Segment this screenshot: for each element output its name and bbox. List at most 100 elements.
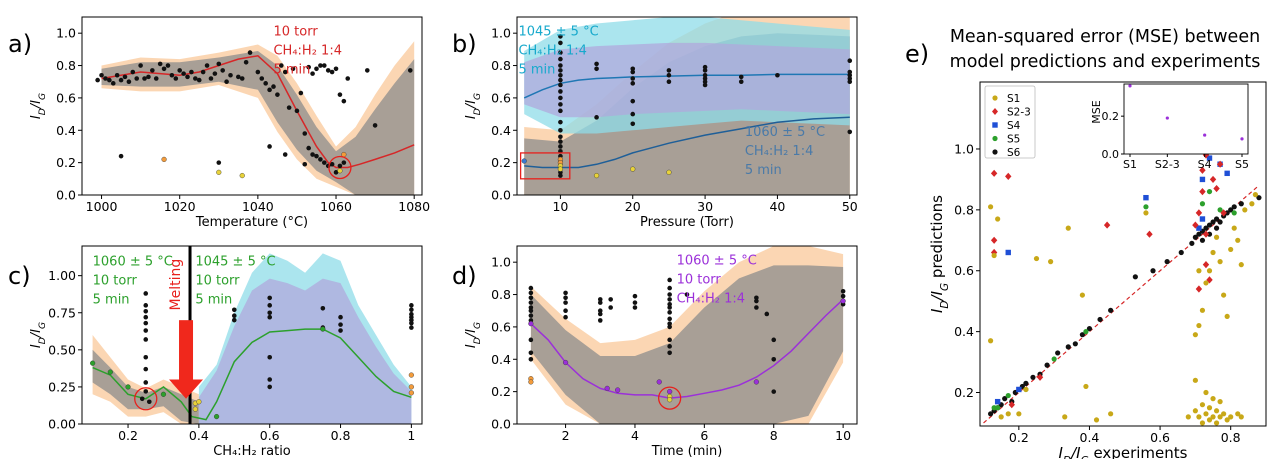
- data-point: [558, 127, 563, 133]
- data-point-S6: [1030, 374, 1036, 380]
- data-point-S4: [994, 398, 1001, 405]
- x-axis-label: Temperature (°C): [195, 215, 308, 230]
- data-point-S1: [1199, 402, 1206, 408]
- data-point: [630, 66, 636, 72]
- data-point: [267, 354, 273, 360]
- data-point-S6: [1213, 225, 1220, 231]
- data-point: [143, 314, 149, 320]
- panel-label: b): [452, 30, 477, 58]
- y-tick-label: 1.0: [56, 26, 76, 41]
- data-point: [228, 72, 233, 78]
- annotation-text: 5 min: [195, 292, 232, 307]
- data-point-S6: [1238, 201, 1244, 207]
- y-tick-label: 0.2: [954, 385, 974, 400]
- data-point: [528, 350, 534, 356]
- panel-b: 10 20 30 40 50 0.0 0.2 0.4 0.6 0.8 1.0 Pressure (To…: [452, 16, 858, 230]
- x-tick-label: 1: [407, 428, 415, 443]
- data-point: [409, 303, 414, 308]
- data-point: [558, 72, 563, 78]
- data-point-colored: [213, 413, 220, 420]
- data-point-S6: [1203, 225, 1209, 231]
- data-point-S2-3: [1103, 221, 1111, 229]
- x-tick-label: 6: [700, 428, 708, 443]
- data-point: [558, 134, 563, 140]
- data-point-S6: [1086, 325, 1093, 332]
- annotation-text: 10 torr: [677, 272, 722, 287]
- legend-marker: [992, 108, 998, 115]
- data-point-S2-3: [1195, 285, 1203, 293]
- data-point: [597, 300, 603, 305]
- data-point-S2-3: [990, 169, 998, 177]
- data-point-S1: [1048, 259, 1054, 265]
- data-point-S2-3: [1005, 172, 1012, 180]
- data-point: [143, 308, 149, 314]
- data-point: [110, 81, 116, 86]
- data-point: [558, 139, 563, 144]
- chart-title: Mean-squared error (MSE) between: [950, 27, 1260, 47]
- annotation-text: 5 min: [518, 62, 555, 77]
- data-point: [216, 61, 222, 67]
- x-tick-label: 0.4: [189, 428, 209, 443]
- data-point-colored: [320, 326, 326, 332]
- data-point: [597, 311, 603, 317]
- data-point-colored: [666, 169, 672, 175]
- data-point-colored: [408, 372, 414, 378]
- data-point-S5: [995, 405, 1001, 411]
- data-point-S5: [1199, 201, 1206, 207]
- data-point: [771, 337, 777, 343]
- legend-marker: [992, 95, 998, 101]
- data-point: [563, 295, 568, 301]
- data-point-S1: [1203, 280, 1209, 286]
- data-point: [702, 68, 708, 73]
- data-point: [286, 105, 292, 110]
- annotation-text: 1060 ± 5 °C: [677, 253, 757, 268]
- data-point-S1: [1238, 414, 1244, 420]
- data-point: [764, 311, 770, 317]
- data-point: [684, 292, 690, 297]
- data-point: [630, 81, 636, 86]
- x-tick-label: 0.2: [118, 428, 138, 443]
- data-point-S1: [1033, 255, 1040, 262]
- data-point-colored: [239, 172, 245, 179]
- data-point-colored: [107, 369, 113, 375]
- data-point-S5: [1005, 392, 1011, 399]
- data-point: [847, 72, 853, 78]
- y-tick-label: 0.2: [56, 155, 76, 170]
- data-point: [282, 152, 288, 157]
- data-point-colored: [667, 397, 673, 403]
- data-point-S2-3: [1146, 230, 1153, 238]
- axes-frame: [516, 16, 858, 196]
- data-point: [231, 317, 237, 323]
- data-point: [563, 300, 568, 305]
- data-point-S1: [1083, 383, 1089, 390]
- data-point-S6: [1199, 237, 1206, 243]
- x-tick-label: 0.6: [1150, 430, 1170, 445]
- confidence-band-purple: [524, 42, 850, 118]
- data-point: [702, 64, 708, 70]
- data-point: [290, 66, 296, 72]
- highlight-circle: [328, 155, 352, 180]
- x-tick-label: 10: [835, 428, 851, 443]
- inset-point: [1240, 137, 1244, 141]
- data-point: [99, 72, 104, 78]
- data-point-S6: [987, 411, 994, 417]
- data-point: [754, 295, 759, 301]
- x-tick-label: 1040: [242, 199, 274, 214]
- melting-label: Melting: [168, 259, 184, 311]
- data-point-S4: [1199, 176, 1206, 183]
- data-point: [318, 157, 323, 162]
- data-point: [738, 79, 744, 85]
- y-tick-label: 0.25: [48, 379, 76, 394]
- data-point: [667, 324, 672, 330]
- legend-label: S5: [1007, 134, 1020, 146]
- data-point: [267, 144, 272, 149]
- data-point-S2-3: [1202, 261, 1210, 269]
- data-point-S1: [1206, 417, 1213, 423]
- data-point: [528, 308, 534, 314]
- data-point: [738, 74, 744, 80]
- data-point: [338, 322, 343, 327]
- data-point: [608, 297, 613, 302]
- data-point-S1: [1242, 207, 1248, 213]
- data-point: [632, 300, 638, 305]
